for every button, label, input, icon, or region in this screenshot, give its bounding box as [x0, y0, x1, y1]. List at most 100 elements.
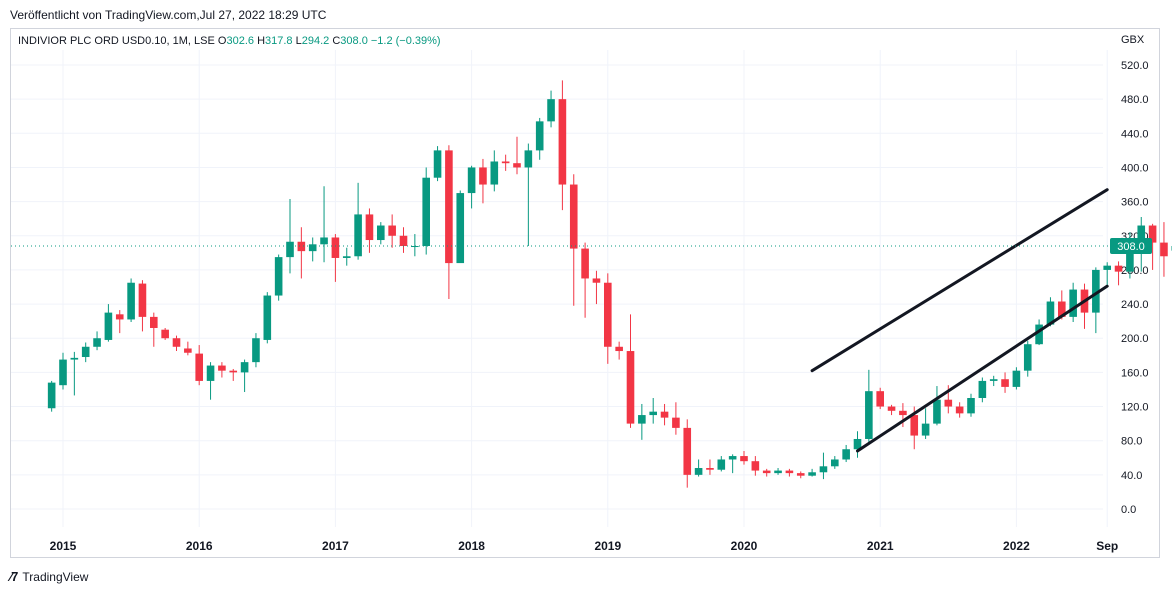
candle-up — [978, 380, 987, 398]
candle-down — [558, 99, 567, 185]
trendline-channel-upper — [810, 188, 1109, 373]
candle-up — [456, 193, 465, 264]
candle-up — [933, 399, 941, 424]
candle-up — [649, 411, 657, 416]
candle-down — [297, 241, 306, 252]
candle-up — [354, 214, 362, 257]
chart-frame — [10, 28, 1160, 558]
candle-down — [150, 316, 158, 328]
high-label: H — [257, 35, 266, 47]
candle-up — [547, 99, 555, 122]
x-tick-label: 2019 — [594, 539, 621, 553]
low-label: L — [295, 35, 302, 47]
candle-down — [899, 410, 907, 416]
candle-down — [331, 237, 340, 258]
candle-up — [47, 382, 56, 409]
candle-down — [195, 353, 203, 381]
candle-up — [342, 256, 351, 258]
candle-up — [524, 150, 533, 168]
candle-down — [706, 468, 714, 470]
candle-down — [955, 406, 964, 414]
candle-down — [479, 167, 487, 185]
candle-up — [535, 121, 544, 151]
y-tick-label: 240.0 — [1121, 299, 1149, 311]
candle-up — [81, 346, 90, 358]
candle-down — [615, 346, 623, 352]
y-tick-label: 400.0 — [1121, 162, 1149, 174]
candle-up — [1046, 301, 1055, 325]
candle-up — [1023, 344, 1032, 371]
candle-down — [1001, 379, 1009, 387]
candle-down — [172, 338, 181, 347]
candle-up — [728, 456, 737, 460]
tradingview-logo-icon: ⁄7 — [10, 569, 18, 584]
candle-up — [433, 150, 442, 178]
y-tick-label: 0.0 — [1121, 504, 1136, 516]
candle-up — [967, 398, 975, 414]
candle-up — [70, 357, 79, 360]
candle-down — [115, 314, 124, 320]
candle-up — [808, 472, 816, 476]
trendline-channel-lower — [856, 284, 1109, 453]
candle-down — [581, 248, 589, 279]
legend: INDIVIOR PLC ORD USD0.10, 1M, LSE O302.6… — [18, 35, 441, 47]
candle-up — [1069, 289, 1077, 317]
candle-up — [411, 246, 419, 248]
y-tick-label: 40.0 — [1121, 470, 1142, 482]
x-tick-label: Sep — [1096, 539, 1118, 553]
candle-down — [740, 456, 748, 462]
candle-down — [762, 470, 771, 474]
y-tick-label: 280.0 — [1121, 265, 1149, 277]
candle-down — [184, 348, 192, 353]
candle-up — [422, 177, 430, 247]
currency-label: GBX — [1121, 34, 1145, 46]
candle-up — [252, 338, 260, 363]
candle-down — [887, 406, 896, 411]
candle-up — [1126, 244, 1134, 272]
candle-up — [819, 466, 828, 473]
candle-up — [59, 359, 67, 386]
candle-up — [1103, 265, 1111, 270]
candle-up — [989, 379, 998, 381]
candle-up — [206, 365, 215, 381]
candle-down — [1160, 242, 1168, 257]
x-tick-label: 2021 — [867, 539, 894, 553]
candle-up — [104, 312, 113, 340]
candle-down — [672, 417, 680, 428]
candle-down — [513, 163, 521, 168]
candle-down — [229, 370, 238, 373]
candle-up — [377, 225, 385, 241]
candle-down — [796, 473, 805, 476]
candle-down — [876, 391, 884, 407]
candle-up — [127, 282, 135, 320]
open-label: O — [217, 35, 227, 47]
x-tick-label: 2022 — [1003, 539, 1030, 553]
candle-up — [1092, 269, 1100, 313]
candle-up — [490, 161, 499, 185]
candle-down — [388, 225, 396, 236]
candle-down — [910, 415, 919, 436]
candle-up — [842, 449, 850, 460]
x-tick-label: 2015 — [50, 539, 77, 553]
change-value: −1.2 (−0.39%) — [370, 35, 441, 47]
x-tick-label: 2018 — [458, 539, 485, 553]
last-price-tag — [1110, 238, 1152, 255]
candle-up — [1012, 370, 1021, 387]
y-tick-label: 480.0 — [1121, 94, 1149, 106]
footer: ⁄7 TradingView — [10, 569, 88, 584]
candle-up — [1035, 324, 1043, 345]
candle-up — [467, 167, 476, 194]
y-tick-label: 520.0 — [1121, 60, 1149, 72]
low-value: 294.2 — [301, 35, 330, 47]
close-value: 308.0 — [340, 35, 368, 47]
x-tick-label: 2016 — [186, 539, 213, 553]
x-tick-label: 2020 — [731, 539, 758, 553]
candle-up — [93, 338, 101, 347]
y-tick-label: 80.0 — [1121, 436, 1142, 448]
candle-down — [751, 461, 760, 471]
candle-down — [626, 351, 635, 424]
candle-up — [865, 391, 873, 439]
candle-down — [399, 235, 408, 247]
symbol-label: INDIVIOR PLC ORD USD0.10, 1M, LSE — [18, 35, 215, 47]
